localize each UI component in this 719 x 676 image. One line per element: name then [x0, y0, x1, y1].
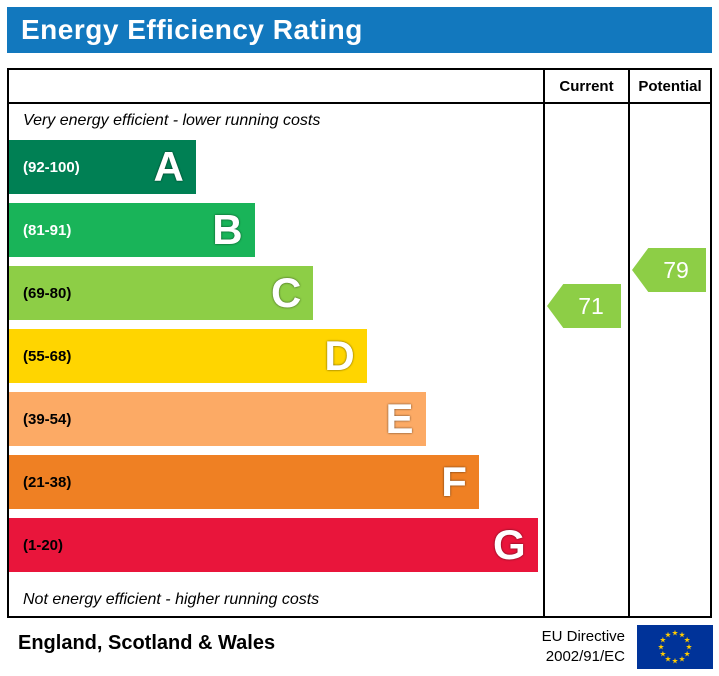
band-g-bar: (1-20) G [9, 518, 538, 572]
potential-column-header: Potential [638, 77, 702, 95]
band-letter: G [492, 521, 526, 568]
band-letter: D [324, 332, 355, 379]
potential-marker: 79 [632, 248, 706, 292]
band-letter: C [271, 269, 302, 316]
title-bar: Energy Efficiency Rating [7, 7, 712, 53]
page-title: Energy Efficiency Rating [21, 14, 363, 45]
band-range: (21-38) [23, 473, 72, 491]
eu-flag-stars [658, 629, 692, 664]
band-b-bar: (81-91) B [9, 203, 255, 257]
current-column-divider [543, 70, 545, 616]
band-range: (55-68) [23, 347, 72, 365]
band-range: (69-80) [23, 284, 72, 302]
band-range: (1-20) [23, 536, 64, 554]
band-letter: F [441, 458, 467, 505]
top-note: Very energy efficient - lower running co… [23, 112, 321, 129]
bottom-note: Not energy efficient - higher running co… [23, 591, 320, 608]
band-e-bar: (39-54) E [9, 392, 426, 446]
band-letter: E [385, 395, 414, 442]
band-range: (39-54) [23, 410, 72, 428]
current-column-header: Current [559, 77, 614, 95]
eu-directive-label: EU Directive 2002/91/EC [542, 627, 625, 667]
band-range: (92-100) [23, 158, 80, 176]
band-a-bar: (92-100) A [9, 140, 196, 194]
eu-directive-line2: 2002/91/EC [545, 648, 625, 665]
rating-bands: (92-100) A (81-91) B (69-80) C (55-68) D… [9, 140, 543, 581]
header-divider [9, 102, 710, 104]
current-marker: 71 [547, 284, 621, 328]
rating-chart: Current Potential Very energy efficient … [7, 68, 712, 618]
eu-flag-icon [637, 625, 713, 669]
band-letter: A [153, 143, 184, 190]
band-c-bar: (69-80) C [9, 266, 314, 320]
potential-column-divider [628, 70, 630, 616]
band-f-bar: (21-38) F [9, 455, 479, 509]
band-range: (81-91) [23, 221, 72, 239]
band-letter: B [212, 206, 243, 253]
region-label: England, Scotland & Wales [18, 632, 276, 654]
eu-directive-line1: EU Directive [541, 628, 625, 645]
band-d-bar: (55-68) D [9, 329, 367, 383]
